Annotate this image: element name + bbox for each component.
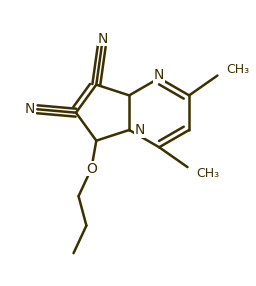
Text: N: N	[154, 68, 164, 82]
Text: O: O	[86, 162, 97, 176]
Text: CH₃: CH₃	[226, 63, 249, 76]
Text: N: N	[25, 102, 35, 116]
Text: CH₃: CH₃	[196, 167, 219, 180]
Text: N: N	[98, 32, 108, 46]
Text: N: N	[134, 123, 145, 137]
